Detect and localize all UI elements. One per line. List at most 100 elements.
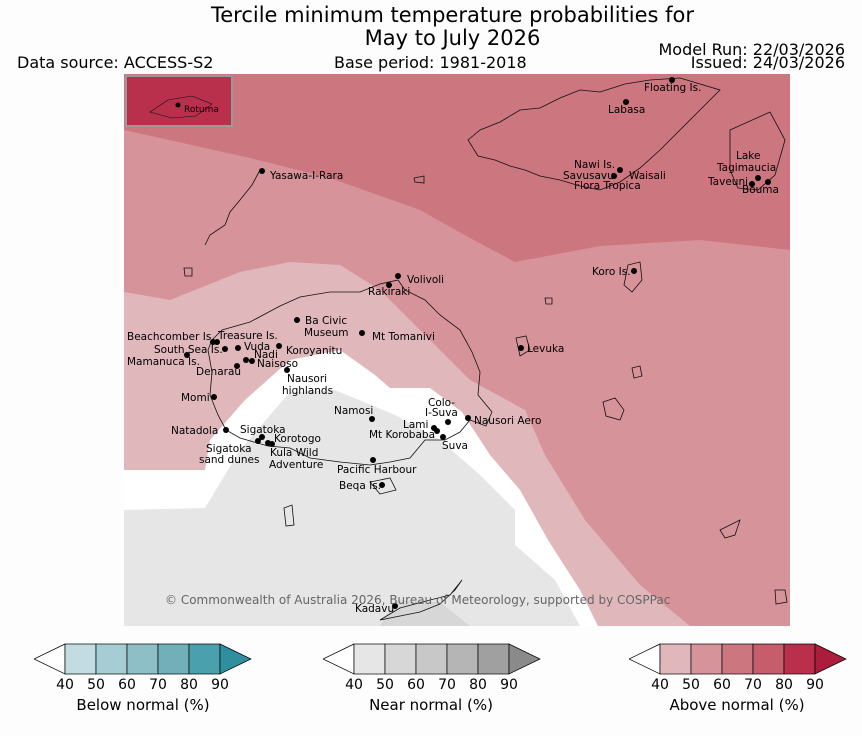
map-panel[interactable]: Rotuma Floating Is. Labasa Yasawa-I-Rara… xyxy=(124,74,790,626)
colorbar-segment xyxy=(126,643,159,675)
small-island xyxy=(183,267,193,277)
label-denarau: Denarau xyxy=(196,366,241,378)
colorbar-tick-label: 40 xyxy=(651,677,669,693)
colorbar-arrow-high xyxy=(508,643,541,675)
label-nausori-hl-2: highlands xyxy=(282,385,333,397)
label-beachcomber: Beachcomber Is. xyxy=(127,331,215,343)
label-labasa: Labasa xyxy=(608,104,645,116)
label-waisali: Waisali xyxy=(629,170,666,182)
small-island xyxy=(544,297,553,305)
label-colo-2: I-Suva xyxy=(425,407,458,419)
colorbar-segment xyxy=(659,643,692,675)
colorbar-tick-label: 50 xyxy=(87,677,105,693)
data-source-label: Data source: ACCESS-S2 xyxy=(17,53,214,72)
label-koro: Koro Is. xyxy=(592,266,631,278)
colorbar-segment xyxy=(477,643,510,675)
rotuma-island-outline xyxy=(149,95,213,119)
label-levuka: Levuka xyxy=(527,343,564,355)
colorbar-segment xyxy=(415,643,448,675)
colorbar-segment xyxy=(64,643,97,675)
label-kula-1: Kula Wild xyxy=(270,447,318,459)
label-rakiraki: Rakiraki xyxy=(368,286,410,298)
label-floating-is: Floating Is. xyxy=(644,82,701,94)
base-period-label: Base period: 1981-2018 xyxy=(334,53,527,72)
label-yasawa: Yasawa-I-Rara xyxy=(269,170,343,182)
colorbar-segment xyxy=(783,643,816,675)
beqa-coastline xyxy=(369,477,397,495)
label-natadola: Natadola xyxy=(171,425,218,437)
colorbar-tick-label: 50 xyxy=(682,677,700,693)
label-bouma: Bouma xyxy=(742,184,779,196)
map-title-line2: May to July 2026 xyxy=(364,26,541,50)
above-normal-title: Above normal (%) xyxy=(669,696,805,714)
colorbar-segment xyxy=(353,643,386,675)
colorbar-tick-label: 90 xyxy=(500,677,518,693)
colorbar-tick-label: 70 xyxy=(149,677,167,693)
map-title-line1: Tercile minimum temperature probabilitie… xyxy=(210,3,695,27)
label-tagimaucia: Tagimaucia xyxy=(716,162,776,174)
viti-levu-coastline xyxy=(207,279,493,466)
label-namosi: Namosi xyxy=(334,405,373,417)
colorbar-arrow-high xyxy=(814,643,847,675)
label-nadi: Nadi xyxy=(254,349,278,361)
label-treasure: Treasure Is. xyxy=(217,330,278,342)
rotuma-label: Rotuma xyxy=(184,105,219,115)
colorbar-segment xyxy=(157,643,190,675)
small-island xyxy=(719,519,741,539)
label-nausori-aero: Nausori Aero xyxy=(474,415,541,427)
place-markers xyxy=(184,77,771,609)
label-kula-2: Adventure xyxy=(269,459,323,471)
label-volivoli: Volivoli xyxy=(407,274,444,286)
label-mamanuca: Mamanuca Is. xyxy=(127,356,200,368)
label-colo-1: Colo- xyxy=(428,397,455,409)
label-south-sea: South Sea Is. xyxy=(154,344,223,356)
below-normal-title: Below normal (%) xyxy=(76,696,210,714)
near-normal-colorbar: 40 50 60 70 80 90 xyxy=(322,642,541,698)
label-lake: Lake xyxy=(736,150,760,162)
label-mt-korobaba: Mt Korobaba xyxy=(369,429,435,441)
colorbar-tick-label: 50 xyxy=(376,677,394,693)
small-island xyxy=(631,365,643,379)
colorbar-tick-label: 40 xyxy=(345,677,363,693)
label-nausori-hl-1: Nausori xyxy=(287,373,327,385)
colorbar-arrow-low xyxy=(33,643,66,675)
label-naisoso: Naisoso xyxy=(257,358,298,370)
kadavu-coastline xyxy=(379,579,463,621)
label-beqa: Beqa Is. xyxy=(339,480,381,492)
colorbar-segment xyxy=(690,643,723,675)
label-pacific-harbour: Pacific Harbour xyxy=(337,464,417,476)
label-vuda: Vuda xyxy=(244,341,270,353)
label-sig-dunes-2: sand dunes xyxy=(199,454,259,466)
small-island xyxy=(602,397,625,421)
colorbar-segment xyxy=(384,643,417,675)
colorbar-tick-label: 90 xyxy=(211,677,229,693)
label-savusavu: Savusavu xyxy=(563,170,614,182)
below-normal-colorbar: 40 50 60 70 80 90 xyxy=(33,642,252,698)
label-taveuni: Taveuni xyxy=(707,176,748,188)
label-korotogo: Korotogo xyxy=(274,433,321,445)
small-island xyxy=(413,175,425,184)
colorbar-tick-label: 70 xyxy=(744,677,762,693)
colorbar-segment xyxy=(721,643,754,675)
ovalau-coastline xyxy=(515,335,531,357)
vanua-levu-coastline xyxy=(467,77,721,191)
label-kadavu: Kadavu xyxy=(355,603,394,615)
issued-label: Issued: 24/03/2026 xyxy=(690,53,845,72)
colorbar-tick-label: 80 xyxy=(180,677,198,693)
colorbar-arrow-low xyxy=(322,643,355,675)
colorbar-segment xyxy=(95,643,128,675)
above-normal-colorbar: 40 50 60 70 80 90 xyxy=(628,642,847,698)
colorbar-tick-label: 70 xyxy=(438,677,456,693)
colorbar-tick-label: 60 xyxy=(407,677,425,693)
model-run-label: Model Run: 22/03/2026 xyxy=(658,40,846,59)
label-sig-dunes-1: Sigatoka xyxy=(206,443,252,455)
small-island xyxy=(283,504,295,527)
label-suva: Suva xyxy=(442,440,468,452)
label-mt-tomanivi: Mt Tomanivi xyxy=(372,331,435,343)
colorbar-tick-label: 40 xyxy=(56,677,74,693)
colorbar-arrow-high xyxy=(219,643,252,675)
colorbar-tick-label: 90 xyxy=(806,677,824,693)
colorbar-tick-label: 80 xyxy=(469,677,487,693)
zone-near-normal-40 xyxy=(124,390,580,626)
zone-near-normal-50 xyxy=(380,600,470,626)
